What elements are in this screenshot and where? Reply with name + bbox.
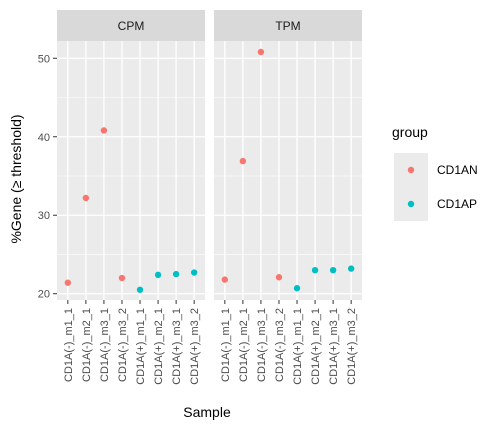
panel-background: [214, 41, 362, 300]
data-point-cpm-6: [154, 271, 162, 279]
legend-title: group: [392, 124, 428, 140]
x-tick-label: CD1A(+)_m3_2: [346, 308, 358, 385]
data-point-tpm-4: [275, 274, 283, 281]
y-tick-label: 30: [38, 210, 50, 222]
data-point-tpm-1: [221, 276, 229, 283]
data-point-tpm-5: [293, 285, 301, 292]
legend-key-cd1ap: [407, 200, 415, 208]
data-point-cpm-7: [172, 270, 180, 278]
x-tick-label: CD1A(+)_m3_1: [171, 308, 183, 385]
data-point-cpm-8: [190, 269, 198, 276]
x-tick-label: CD1A(-)_m3_2: [274, 308, 286, 382]
y-tick-label: 20: [38, 289, 50, 301]
data-point-cpm-2: [82, 194, 90, 202]
y-axis-label: %Gene (≥ threshold): [8, 114, 24, 243]
facet-panels: CPM CD1A(-)_m1_1 CD1A(-)_m2_1 CD1A(-)_m3_1 C…: [57, 10, 362, 385]
legend-items: CD1AN CD1AP: [394, 153, 478, 221]
y-axis: 20 30 40 50: [38, 53, 57, 301]
y-tick-label: 50: [38, 53, 50, 65]
facet-strip-label: CPM: [118, 19, 145, 33]
x-tick-label: CD1A(-)_m1_1: [63, 308, 75, 382]
facet-strip-label: TPM: [275, 19, 300, 33]
x-tick-label: CD1A(+)_m1_1: [135, 308, 147, 385]
data-point-cpm-3: [100, 127, 108, 134]
data-point-tpm-7: [329, 266, 337, 274]
facet-strip: [214, 10, 362, 41]
data-point-cpm-4: [118, 274, 126, 282]
x-tick-label: CD1A(+)_m3_2: [189, 308, 201, 385]
x-tick-label: CD1A(-)_m3_2: [117, 308, 129, 382]
data-point-tpm-2: [239, 157, 247, 165]
x-tick-label: CD1A(+)_m3_1: [328, 308, 340, 385]
x-tick-label: CD1A(-)_m3_1: [256, 308, 268, 382]
panel-background: [57, 41, 205, 300]
legend-label-cd1ap: CD1AP: [437, 197, 477, 211]
facet-panel-tpm: TPM CD1A(-)_m1_1 CD1A(-)_m2_1 CD1A(-)_m3_1 C…: [214, 10, 362, 385]
legend: group CD1AN CD1AP: [392, 124, 478, 221]
data-point-tpm-8: [347, 265, 355, 272]
x-tick-label: CD1A(-)_m3_1: [99, 308, 111, 382]
facet-panel-cpm: CPM CD1A(-)_m1_1 CD1A(-)_m2_1 CD1A(-)_m3_1 C…: [57, 10, 205, 385]
legend-label-cd1an: CD1AN: [437, 163, 478, 177]
legend-key-cd1an: [407, 166, 415, 174]
facet-strip: [57, 10, 205, 41]
x-axis-label: Sample: [183, 404, 231, 420]
x-tick-label: CD1A(+)_m2_1: [310, 308, 322, 385]
x-tick-label: CD1A(+)_m2_1: [153, 308, 165, 385]
data-point-cpm-1: [64, 279, 72, 286]
x-tick-label: CD1A(-)_m2_1: [238, 308, 250, 382]
data-point-cpm-5: [136, 286, 144, 293]
data-point-tpm-3: [257, 48, 265, 56]
x-tick-label: CD1A(-)_m2_1: [81, 308, 93, 382]
y-tick-label: 40: [38, 132, 50, 144]
data-point-tpm-6: [311, 266, 319, 274]
x-tick-label: CD1A(+)_m1_1: [292, 308, 304, 385]
x-tick-label: CD1A(-)_m1_1: [220, 308, 232, 382]
